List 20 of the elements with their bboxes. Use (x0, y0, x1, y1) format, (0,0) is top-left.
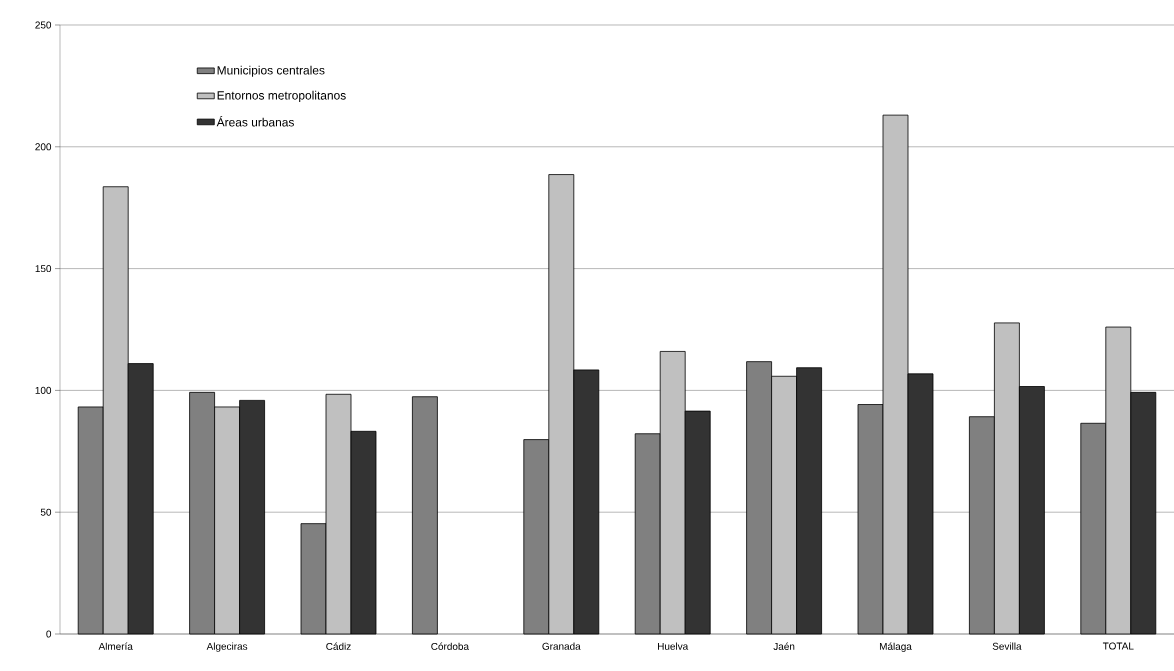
x-tick-label: Granada (542, 642, 581, 650)
legend-label: Municipios centrales (217, 65, 325, 77)
x-tick-label: TOTAL (1102, 642, 1134, 650)
legend-label: Áreas urbanas (216, 116, 294, 127)
x-tick-label: Cádiz (326, 642, 351, 650)
x-tick-label: Almería (98, 642, 133, 650)
y-tick-label: 250 (35, 21, 52, 29)
bar (412, 396, 438, 635)
x-tick-label: Málaga (879, 642, 912, 652)
y-tick-label: 0 (46, 630, 52, 638)
x-tick-label: Jaén (773, 642, 795, 650)
y-tick-label: 200 (35, 143, 52, 151)
x-tick-label: Córdoba (431, 642, 470, 650)
x-tick-label: Sevilla (992, 642, 1022, 650)
y-tick-label: 150 (35, 265, 52, 273)
y-tick-label: 50 (40, 508, 52, 516)
x-tick-label: Algeciras (206, 642, 248, 652)
legend-label: Entornos metropolitanos (217, 90, 346, 103)
x-tick-label: Huelva (658, 642, 689, 650)
y-tick-label: 100 (35, 386, 52, 394)
